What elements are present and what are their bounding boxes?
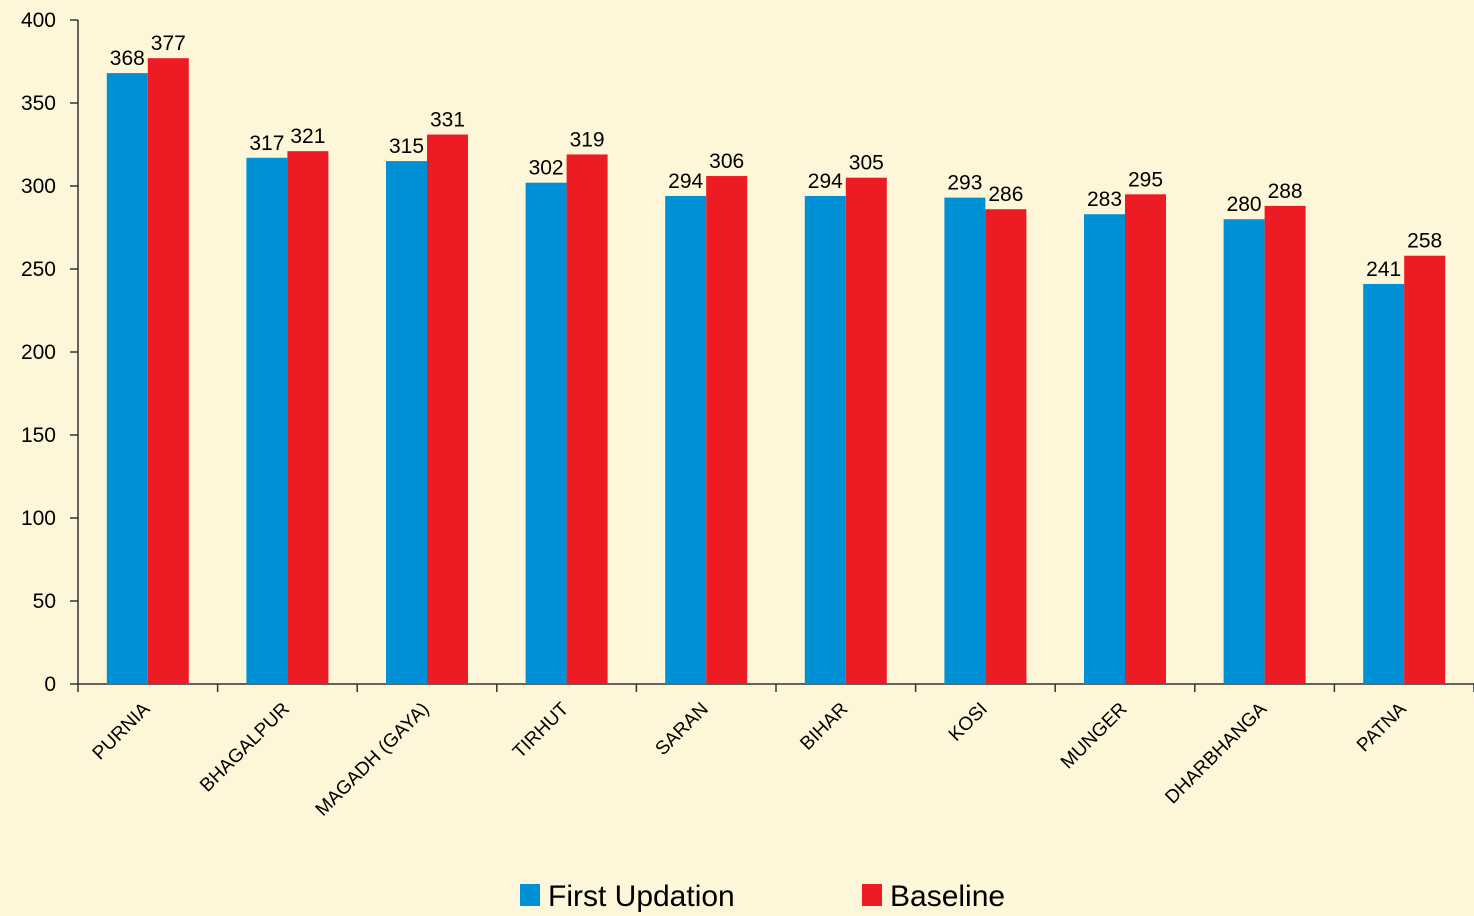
data-label: 241 (1366, 258, 1401, 281)
data-label: 283 (1087, 188, 1122, 211)
bar-first-updation (386, 161, 427, 685)
bar-baseline (1125, 194, 1166, 685)
bar-baseline (147, 58, 189, 685)
bar-baseline (706, 176, 748, 685)
bar-first-updation (106, 73, 148, 685)
data-label: 321 (290, 125, 325, 148)
bar-first-updation (804, 195, 846, 684)
legend-swatch (862, 884, 882, 906)
data-label: 305 (849, 152, 884, 175)
data-label: 294 (668, 170, 703, 193)
data-label: 295 (1128, 168, 1163, 191)
bar-first-updation (944, 197, 986, 684)
bar-first-updation (246, 157, 288, 684)
data-label: 293 (947, 172, 982, 195)
x-category-label: PURNIA (89, 698, 155, 764)
data-label: 286 (988, 183, 1023, 206)
x-category-label: MAGADH (GAYA) (312, 699, 434, 821)
bar-first-updation (1084, 214, 1125, 684)
bar-baseline (287, 151, 329, 684)
x-category-label: DHARBHANGA (1161, 698, 1271, 808)
bar-first-updation (665, 195, 707, 684)
bars (106, 58, 1446, 685)
data-label: 368 (110, 47, 145, 70)
bar-baseline (985, 209, 1027, 685)
legend-label: Baseline (890, 880, 1005, 913)
bar-first-updation (1363, 283, 1405, 684)
data-label: 317 (249, 132, 284, 155)
y-tick-label: 50 (33, 590, 56, 613)
bar-baseline (845, 177, 887, 684)
data-label: 258 (1407, 230, 1442, 253)
x-category-label: PATNA (1353, 698, 1411, 756)
data-label: 377 (151, 32, 186, 55)
x-category-label: TIRHUT (509, 698, 573, 762)
x-category-label: BHAGALPUR (196, 699, 294, 797)
y-tick-label: 200 (21, 341, 56, 364)
y-tick-label: 300 (21, 175, 56, 198)
data-label: 306 (709, 150, 744, 173)
y-tick-label: 0 (44, 673, 56, 696)
bar-baseline (1404, 255, 1446, 684)
data-label: 288 (1268, 180, 1303, 203)
x-category-label: SARAN (652, 699, 713, 760)
x-axis: PURNIA BHAGALPUR MAGADH (GAYA) TIRHUT SARAN B… (77, 683, 1474, 821)
data-label: 319 (570, 128, 605, 151)
bar-baseline (566, 154, 608, 684)
data-label: 294 (808, 170, 843, 193)
bar-baseline (427, 134, 468, 685)
data-label: 331 (430, 109, 465, 132)
data-labels: 368 317 315 302 294 294 293 283 280 241 377 321 331 3… (110, 32, 1442, 281)
bar-baseline (1264, 205, 1306, 685)
y-tick-label: 100 (21, 507, 56, 530)
data-label: 315 (389, 135, 424, 158)
data-label: 280 (1227, 193, 1262, 216)
y-tick-label: 400 (21, 9, 56, 32)
x-category-label: BIHAR (796, 699, 852, 755)
bar-first-updation (1223, 219, 1265, 684)
y-tick-label: 350 (21, 92, 56, 115)
y-tick-label: 150 (21, 424, 56, 447)
x-category-label: KOSI (945, 699, 992, 746)
x-category-label: MUNGER (1057, 699, 1132, 774)
bar-first-updation (525, 182, 567, 684)
data-label: 302 (529, 157, 564, 180)
legend: First Updation Baseline (520, 880, 1005, 913)
legend-label: First Updation (548, 880, 735, 913)
y-tick-label: 250 (21, 258, 56, 281)
legend-swatch (520, 884, 540, 906)
y-axis: 0 50 100 150 200 250 300 350 400 (21, 9, 79, 696)
